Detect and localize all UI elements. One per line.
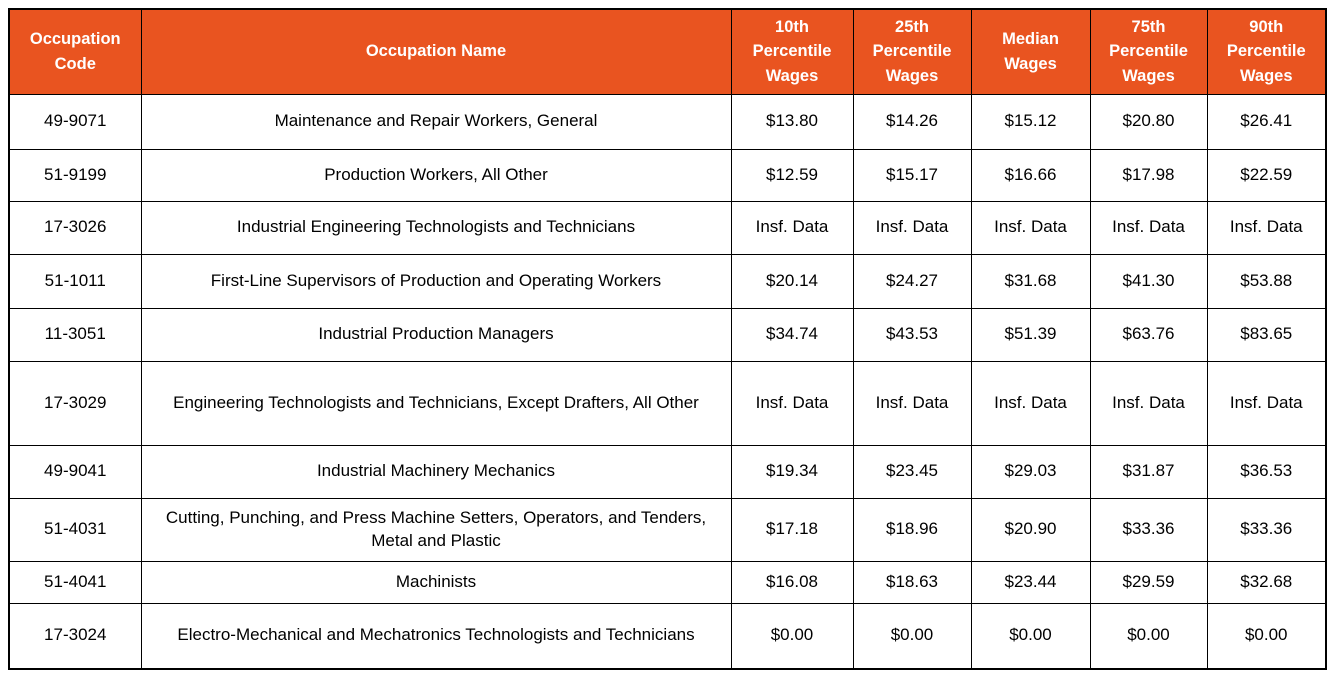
col-header-median-wages: Median Wages (970, 8, 1091, 95)
cell-wage-value: $83.65 (1206, 307, 1327, 362)
header-row: Occupation Code Occupation Name 10th Per… (8, 8, 1327, 95)
col-header-10th-percentile: 10th Percentile Wages (730, 8, 854, 95)
cell-wage-value: $26.41 (1206, 93, 1327, 150)
cell-wage-value: Insf. Data (852, 200, 972, 255)
table-row: 17-3029 Engineering Technologists and Tec… (8, 360, 1327, 446)
cell-occupation-code: 49-9071 (8, 93, 142, 150)
col-header-75th-percentile: 75th Percentile Wages (1089, 8, 1208, 95)
cell-wage-value: $36.53 (1206, 444, 1327, 499)
cell-wage-value: Insf. Data (1206, 200, 1327, 255)
cell-occupation-name: Industrial Machinery Mechanics (140, 444, 732, 499)
cell-wage-value: $16.08 (730, 560, 854, 604)
cell-wage-value: $63.76 (1089, 307, 1208, 362)
cell-wage-value: $0.00 (970, 602, 1091, 670)
cell-wage-value: $20.90 (970, 497, 1091, 562)
cell-wage-value: $43.53 (852, 307, 972, 362)
cell-wage-value: $14.26 (852, 93, 972, 150)
cell-wage-value: $53.88 (1206, 253, 1327, 309)
col-header-90th-percentile: 90th Percentile Wages (1206, 8, 1327, 95)
cell-occupation-name: Engineering Technologists and Technician… (140, 360, 732, 446)
cell-wage-value: Insf. Data (730, 360, 854, 446)
cell-occupation-code: 51-4031 (8, 497, 142, 562)
cell-wage-value: $41.30 (1089, 253, 1208, 309)
cell-wage-value: $23.44 (970, 560, 1091, 604)
cell-wage-value: Insf. Data (852, 360, 972, 446)
table-row: 51-4031 Cutting, Punching, and Press Mach… (8, 497, 1327, 562)
cell-wage-value: $31.87 (1089, 444, 1208, 499)
cell-occupation-code: 51-4041 (8, 560, 142, 604)
cell-wage-value: $0.00 (730, 602, 854, 670)
cell-wage-value: $29.03 (970, 444, 1091, 499)
cell-wage-value: $19.34 (730, 444, 854, 499)
table-row: 17-3026 Industrial Engineering Technologi… (8, 200, 1327, 255)
cell-occupation-name: Production Workers, All Other (140, 148, 732, 202)
table-row: 49-9041 Industrial Machinery Mechanics $19… (8, 444, 1327, 499)
cell-wage-value: Insf. Data (1206, 360, 1327, 446)
cell-occupation-name: First-Line Supervisors of Production and… (140, 253, 732, 309)
cell-occupation-name: Cutting, Punching, and Press Machine Set… (140, 497, 732, 562)
cell-wage-value: $18.63 (852, 560, 972, 604)
cell-wage-value: Insf. Data (1089, 360, 1208, 446)
cell-wage-value: Insf. Data (970, 200, 1091, 255)
cell-occupation-code: 49-9041 (8, 444, 142, 499)
cell-wage-value: $29.59 (1089, 560, 1208, 604)
table-row: 51-1011 First-Line Supervisors of Product… (8, 253, 1327, 309)
cell-wage-value: $20.80 (1089, 93, 1208, 150)
cell-occupation-name: Electro-Mechanical and Mechatronics Tech… (140, 602, 732, 670)
cell-wage-value: $33.36 (1206, 497, 1327, 562)
cell-wage-value: $13.80 (730, 93, 854, 150)
cell-wage-value: $0.00 (1206, 602, 1327, 670)
cell-wage-value: Insf. Data (1089, 200, 1208, 255)
cell-wage-value: $15.12 (970, 93, 1091, 150)
occupation-wages-table: Occupation Code Occupation Name 10th Per… (8, 8, 1327, 670)
table-row: 11-3051 Industrial Production Managers $34… (8, 307, 1327, 362)
cell-wage-value: $17.98 (1089, 148, 1208, 202)
cell-wage-value: $15.17 (852, 148, 972, 202)
cell-wage-value: $20.14 (730, 253, 854, 309)
table-row: 51-4041 Machinists $16.08 $18.63 $23.44 $29.5… (8, 560, 1327, 604)
cell-occupation-name: Machinists (140, 560, 732, 604)
cell-occupation-code: 51-9199 (8, 148, 142, 202)
col-header-25th-percentile: 25th Percentile Wages (852, 8, 972, 95)
cell-occupation-code: 17-3026 (8, 200, 142, 255)
cell-wage-value: $51.39 (970, 307, 1091, 362)
cell-wage-value: Insf. Data (730, 200, 854, 255)
cell-occupation-code: 11-3051 (8, 307, 142, 362)
cell-wage-value: Insf. Data (970, 360, 1091, 446)
cell-wage-value: $34.74 (730, 307, 854, 362)
cell-wage-value: $16.66 (970, 148, 1091, 202)
table-row: 49-9071 Maintenance and Repair Workers, G… (8, 93, 1327, 150)
cell-wage-value: $32.68 (1206, 560, 1327, 604)
cell-wage-value: $12.59 (730, 148, 854, 202)
cell-wage-value: $33.36 (1089, 497, 1208, 562)
cell-occupation-code: 17-3029 (8, 360, 142, 446)
cell-wage-value: $24.27 (852, 253, 972, 309)
table-body: 49-9071 Maintenance and Repair Workers, G… (8, 93, 1327, 670)
col-header-occupation-code: Occupation Code (8, 8, 142, 95)
cell-occupation-code: 17-3024 (8, 602, 142, 670)
cell-wage-value: $31.68 (970, 253, 1091, 309)
cell-occupation-code: 51-1011 (8, 253, 142, 309)
cell-occupation-name: Industrial Engineering Technologists and… (140, 200, 732, 255)
table-row: 17-3024 Electro-Mechanical and Mechatroni… (8, 602, 1327, 670)
cell-wage-value: $0.00 (1089, 602, 1208, 670)
cell-wage-value: $0.00 (852, 602, 972, 670)
cell-occupation-name: Industrial Production Managers (140, 307, 732, 362)
cell-occupation-name: Maintenance and Repair Workers, General (140, 93, 732, 150)
col-header-occupation-name: Occupation Name (140, 8, 732, 95)
cell-wage-value: $18.96 (852, 497, 972, 562)
cell-wage-value: $17.18 (730, 497, 854, 562)
cell-wage-value: $23.45 (852, 444, 972, 499)
cell-wage-value: $22.59 (1206, 148, 1327, 202)
table-row: 51-9199 Production Workers, All Other $12.… (8, 148, 1327, 202)
